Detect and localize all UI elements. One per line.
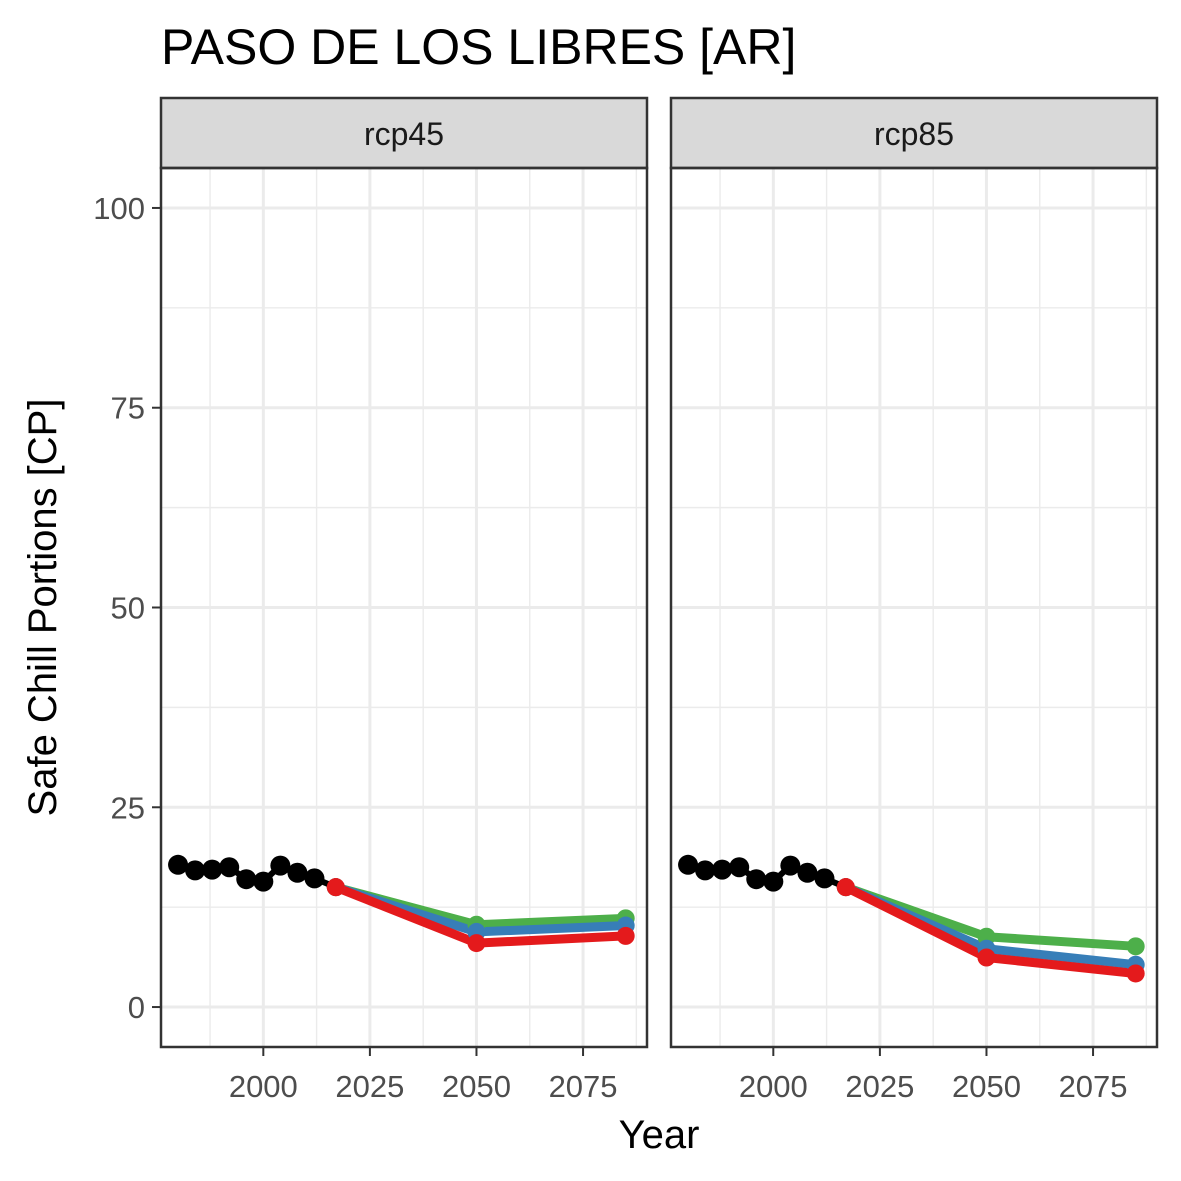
- series-point-red: [977, 948, 996, 967]
- facet-label: rcp85: [874, 116, 954, 152]
- x-tick-label: 2025: [335, 1069, 404, 1104]
- y-tick-label: 75: [111, 391, 145, 426]
- y-tick-label: 0: [128, 990, 145, 1025]
- facet-label: rcp45: [364, 116, 444, 152]
- series-point-red: [467, 934, 486, 953]
- historic-point: [814, 868, 835, 889]
- historic-point: [168, 854, 189, 875]
- panel-rcp45: rcp45 2000 2025 2050 2075: [159, 96, 649, 1104]
- x-tick-label: 2025: [845, 1069, 914, 1104]
- x-tick-label: 2000: [739, 1069, 808, 1104]
- historic-point: [678, 854, 699, 875]
- panel-border: [669, 166, 1159, 1049]
- historic-point: [287, 862, 308, 883]
- y-tick-label: 50: [111, 591, 145, 626]
- historic-point: [253, 871, 274, 892]
- historic-point: [746, 869, 767, 890]
- y-tick-label: 25: [111, 790, 145, 825]
- series-point-green: [1126, 937, 1145, 956]
- x-tick-label: 2075: [549, 1069, 618, 1104]
- historic-point: [304, 868, 325, 889]
- historic-point: [729, 857, 750, 878]
- historic-point: [185, 860, 206, 881]
- historic-point: [202, 859, 223, 880]
- historic-point: [695, 860, 716, 881]
- facet-strip: [669, 96, 1159, 170]
- series-point-red: [1126, 964, 1145, 983]
- historic-point: [797, 862, 818, 883]
- historic-point: [219, 857, 240, 878]
- series-point-red: [836, 878, 855, 897]
- historic-point: [763, 871, 784, 892]
- historic-point: [780, 855, 801, 876]
- series-point-red: [616, 926, 635, 945]
- panel-border: [159, 166, 649, 1049]
- x-tick-label: 2050: [952, 1069, 1021, 1104]
- historic-point: [712, 859, 733, 880]
- series-point-red: [326, 878, 345, 897]
- x-tick-label: 2000: [229, 1069, 298, 1104]
- x-tick-label: 2050: [442, 1069, 511, 1104]
- y-tick-label: 100: [93, 191, 145, 226]
- panel-rcp85: rcp85 2000 2025 2050 2075: [669, 96, 1159, 1104]
- x-axis-label: Year: [619, 1113, 700, 1157]
- historic-point: [270, 855, 291, 876]
- x-tick-label: 2075: [1059, 1069, 1128, 1104]
- y-axis-label: Safe Chill Portions [CP]: [21, 399, 65, 817]
- historic-point: [236, 869, 257, 890]
- chart-title: PASO DE LOS LIBRES [AR]: [161, 19, 796, 75]
